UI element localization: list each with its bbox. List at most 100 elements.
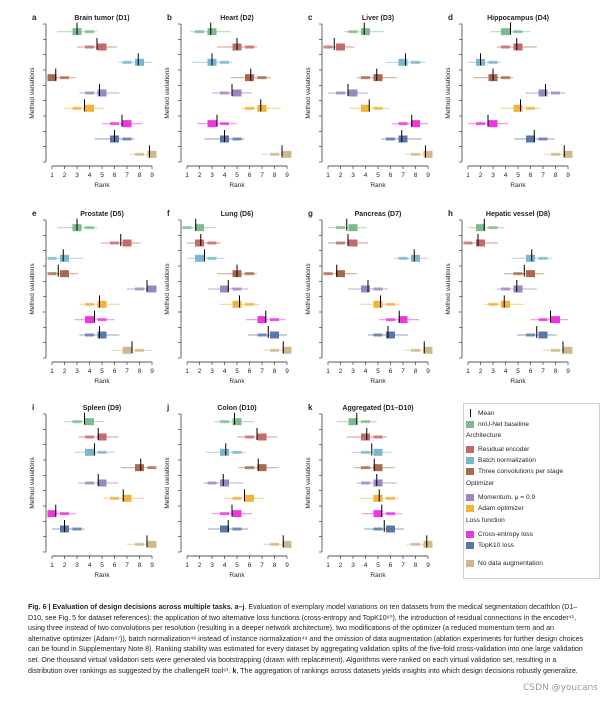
x-tick-label: 8: [138, 368, 142, 375]
rank-block-topk: [220, 525, 229, 533]
panel-letter: e: [32, 209, 37, 218]
rank-block-secondary-adam: [110, 496, 119, 500]
x-tick-label: 5: [376, 368, 380, 375]
x-tick-label: 9: [150, 172, 154, 179]
rank-block-secondary-topk: [386, 137, 395, 141]
panel-letter: k: [308, 403, 313, 412]
rank-block-momentum: [538, 89, 548, 97]
rank-block-secondary-noaug: [551, 152, 560, 156]
rank-block-secondary-noaug: [270, 152, 279, 156]
x-tick-label: 3: [491, 172, 495, 179]
rank-block-three_conv: [373, 464, 383, 472]
rank-block-batchnorm: [85, 448, 94, 456]
panel-g: g Pancreas (D7) Method variations 1 2 3 4 5 6 7 8 9…: [305, 209, 433, 385]
x-tick-label: 7: [541, 368, 545, 375]
rank-block-secondary-noaug: [135, 542, 144, 546]
x-tick-label: 8: [138, 172, 142, 179]
legend-adam: Adam optimizer: [466, 503, 524, 513]
rank-block-momentum: [373, 479, 383, 487]
rank-block-secondary-adam: [386, 496, 395, 500]
rank-block-secondary-residual: [245, 435, 254, 439]
rank-block-adam: [122, 494, 132, 502]
rank-block-ce: [232, 510, 242, 518]
rank-block-batchnorm: [195, 254, 204, 262]
panel-i: i Spleen (D9) Method variations 1 2 3 4 5 6 7 8 9 Ra…: [29, 403, 157, 579]
mean-tick-icon: [466, 409, 474, 417]
x-tick-label: 4: [223, 562, 227, 569]
y-axis-label: Method variations: [164, 457, 171, 509]
rank-block-secondary-topk: [538, 137, 548, 141]
x-tick-label: 8: [273, 368, 277, 375]
rank-block-secondary-momentum: [551, 91, 560, 95]
x-tick-label: 1: [50, 172, 54, 179]
panel-f: f Lung (D6) Method variations 1 2 3 4 5 6 7 8 9 Rank: [164, 209, 292, 385]
ce-swatch: [466, 530, 474, 538]
rank-block-secondary-ce: [220, 512, 229, 516]
rank-block-secondary-adam: [373, 106, 383, 110]
x-axis-label: Rank: [229, 182, 245, 189]
y-axis-label: Method variations: [305, 67, 312, 119]
rank-block-topk: [386, 331, 395, 339]
rank-block-ce: [257, 316, 267, 324]
x-tick-label: 9: [426, 368, 430, 375]
rank-block-secondary-topk: [257, 333, 267, 337]
rank-block-ce: [488, 120, 498, 128]
rank-block-secondary-batchnorm: [361, 450, 370, 454]
x-tick-label: 8: [414, 172, 418, 179]
rank-block-secondary-residual: [85, 45, 94, 49]
rank-block-secondary-noaug: [411, 542, 420, 546]
rank-block-batchnorm: [373, 448, 383, 456]
caption-label-k: k: [232, 666, 237, 675]
rank-block-residual: [513, 43, 523, 51]
rank-block-secondary-topk: [373, 527, 383, 531]
x-tick-label: 2: [198, 172, 202, 179]
panel-j: j Colon (D10) Method variations 1 2 3 4 5 6 7 8 9 Ra…: [164, 403, 292, 579]
x-axis-label: Rank: [510, 378, 526, 385]
x-tick-label: 2: [339, 172, 343, 179]
rank-block-baseline: [195, 224, 204, 232]
rank-block-secondary-noaug: [135, 152, 144, 156]
rank-block-adam: [513, 104, 523, 112]
rank-block-secondary-three_conv: [501, 76, 510, 80]
legend-residual: Residual encoder: [466, 444, 529, 454]
panel-d: d Hippocampus (D4) Method variations 1 2 3 4 5 6…: [445, 13, 573, 189]
rank-block-noaug: [423, 150, 433, 158]
x-tick-label: 2: [339, 368, 343, 375]
rank-block-batchnorm: [398, 58, 408, 66]
y-axis-label: Method variations: [164, 67, 171, 119]
x-axis-label: Rank: [94, 378, 110, 385]
y-axis-label: Method variations: [29, 67, 36, 119]
x-tick-label: 2: [479, 368, 483, 375]
panel-h: h Hepatic vessel (D8) Method variations 1 2 3…: [445, 209, 573, 385]
x-tick-label: 9: [566, 172, 570, 179]
rank-block-ce: [398, 316, 408, 324]
x-axis-label: Rank: [370, 182, 386, 189]
x-tick-label: 3: [210, 368, 214, 375]
x-tick-label: 6: [113, 368, 117, 375]
rank-block-noaug: [282, 150, 292, 158]
x-axis-label: Rank: [94, 572, 110, 579]
rank-block-ce: [373, 510, 383, 518]
rank-block-secondary-residual: [336, 241, 345, 245]
rank-block-three_conv: [135, 464, 144, 472]
rank-block-secondary-baseline: [72, 420, 82, 424]
rank-block-secondary-three_conv: [245, 466, 254, 470]
x-tick-label: 8: [554, 172, 558, 179]
x-tick-label: 5: [235, 562, 239, 569]
x-tick-label: 6: [248, 172, 252, 179]
x-tick-label: 4: [364, 562, 368, 569]
panel-title: Aggregated (D1–D10): [342, 405, 413, 412]
x-tick-label: 5: [376, 172, 380, 179]
x-tick-label: 3: [75, 368, 79, 375]
x-tick-label: 3: [75, 562, 79, 569]
rank-block-topk: [386, 525, 395, 533]
rank-block-ce: [122, 120, 132, 128]
panel-title: Colon (D10): [217, 405, 256, 412]
panel-title: Hepatic vessel (D8): [486, 211, 550, 218]
panel-b: b Heart (D2) Method variations 1 2 3 4 5 6 7 8 9 Ran…: [164, 13, 292, 189]
rank-block-adam: [232, 300, 242, 308]
rank-block-secondary-adam: [85, 302, 94, 306]
x-tick-label: 3: [351, 562, 355, 569]
rank-block-secondary-baseline: [220, 420, 229, 424]
rank-block-secondary-baseline: [85, 226, 94, 230]
